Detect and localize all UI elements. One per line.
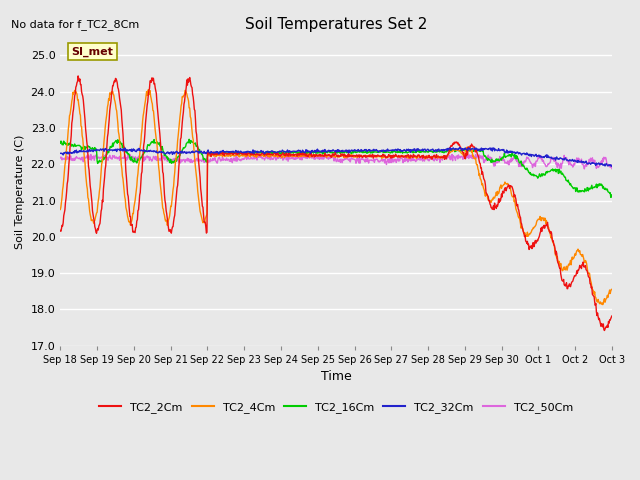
Title: Soil Temperatures Set 2: Soil Temperatures Set 2 <box>245 17 428 32</box>
Legend: TC2_2Cm, TC2_4Cm, TC2_16Cm, TC2_32Cm, TC2_50Cm: TC2_2Cm, TC2_4Cm, TC2_16Cm, TC2_32Cm, TC… <box>95 397 577 418</box>
X-axis label: Time: Time <box>321 371 351 384</box>
Y-axis label: Soil Temperature (C): Soil Temperature (C) <box>15 134 25 249</box>
Text: SI_met: SI_met <box>71 47 113 57</box>
Text: No data for f_TC2_8Cm: No data for f_TC2_8Cm <box>11 19 139 30</box>
